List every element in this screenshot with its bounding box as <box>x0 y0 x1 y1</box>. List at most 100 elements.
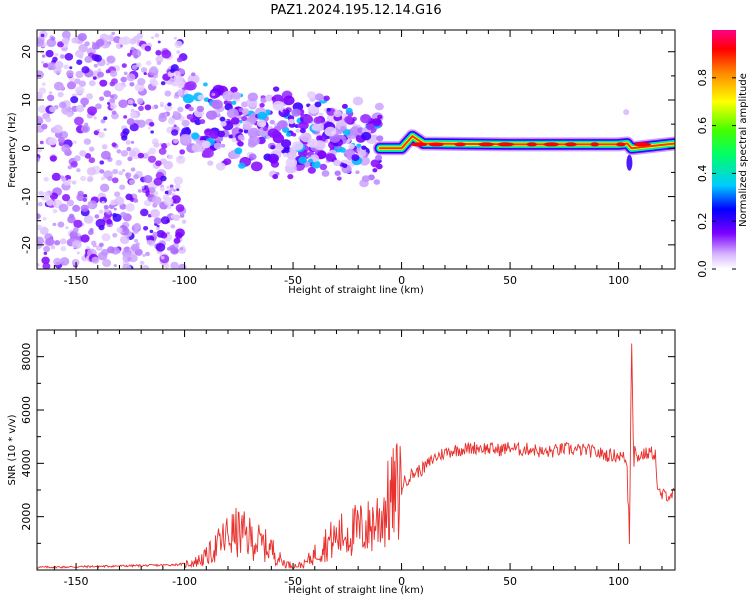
spectral-cell <box>237 141 244 147</box>
spectral-cell <box>140 67 148 73</box>
spectral-cell <box>43 176 49 182</box>
spectral-cell <box>272 100 285 111</box>
spectral-cell <box>186 114 194 120</box>
spectral-cell <box>49 155 57 162</box>
spectral-cell <box>151 106 156 110</box>
spectral-cell <box>149 229 154 234</box>
x-tick-label: -50 <box>284 274 302 287</box>
spectral-cell <box>101 144 108 150</box>
spectral-cell <box>39 226 49 235</box>
spectral-cell <box>374 102 384 111</box>
spectral-cell <box>282 152 289 158</box>
spectral-cell <box>119 44 124 48</box>
spectral-cell <box>295 128 300 133</box>
spectral-cell <box>99 160 105 165</box>
spectral-cell <box>377 114 383 120</box>
spectral-cell <box>83 138 91 145</box>
spectral-cell <box>38 87 47 94</box>
spectral-cell <box>352 96 364 106</box>
spectral-cell <box>176 188 180 192</box>
x-tick-label: -100 <box>172 575 197 588</box>
spectral-cell <box>325 153 336 162</box>
spectral-cell <box>37 156 40 163</box>
spectral-cell <box>361 145 367 150</box>
spectral-cell <box>125 193 133 201</box>
spectral-cell <box>57 91 64 98</box>
spectral-cell <box>265 94 274 102</box>
spectral-cell <box>105 69 111 74</box>
spectral-cell <box>95 218 106 228</box>
colorbar-label: Normalized spectral amplitude <box>738 73 749 227</box>
spectral-cell <box>361 175 370 183</box>
spectral-cell <box>166 142 171 147</box>
spectral-cell <box>334 170 341 176</box>
spectral-cell <box>73 78 81 85</box>
spectral-cell <box>89 228 94 232</box>
spectral-cell <box>223 158 232 166</box>
spectral-cell <box>37 213 41 220</box>
spectral-cell <box>91 256 100 264</box>
spectral-cell <box>373 179 381 185</box>
spectral-cell <box>262 126 268 132</box>
x-tick-label: 0 <box>398 575 405 588</box>
colorbar-gradient <box>712 30 736 269</box>
spectral-cell <box>91 53 100 62</box>
spectral-cell <box>37 105 47 113</box>
spectral-cell <box>121 135 128 141</box>
spectral-cell <box>86 245 90 250</box>
spectral-cell <box>78 80 86 87</box>
spectral-cell <box>47 62 57 71</box>
spectrogram-marks <box>37 30 675 269</box>
spectral-cell <box>207 160 214 166</box>
spectral-cell <box>64 53 74 61</box>
spectral-cell <box>361 131 372 141</box>
spectral-cell <box>136 119 146 128</box>
spectral-cell <box>337 141 343 146</box>
spectral-cell <box>45 49 54 58</box>
spectral-cell <box>127 156 133 162</box>
spectral-cell <box>94 214 100 219</box>
ridge-highlight <box>590 142 600 147</box>
spectral-cell <box>318 112 324 117</box>
spectral-cell <box>170 261 179 269</box>
spectral-cell <box>130 46 135 51</box>
spectral-cell <box>311 160 321 169</box>
snr-panel: -150 -100 -50 0 50 100 2000 4000 6000 8000 Height… <box>7 329 676 596</box>
spectral-cell <box>161 49 172 59</box>
spectral-cell <box>211 99 223 110</box>
spectral-cell <box>179 247 184 251</box>
spectral-cell <box>177 90 184 97</box>
spectral-cell <box>99 169 105 174</box>
spectral-cell <box>59 54 65 59</box>
spectral-cell <box>37 70 44 80</box>
spectral-cell <box>87 106 98 116</box>
spectral-cell <box>158 112 166 119</box>
spectral-cell <box>213 142 222 150</box>
spectral-cell <box>71 37 79 44</box>
spectral-cell <box>75 86 85 95</box>
y-tick-label: -20 <box>20 236 33 254</box>
spectral-cell <box>97 131 105 139</box>
spectral-cell <box>172 110 179 116</box>
spectral-cell <box>126 175 130 180</box>
spectral-cell <box>80 97 89 106</box>
spectral-cell <box>99 183 110 193</box>
spectral-cell <box>211 92 216 97</box>
spectral-cell <box>145 251 150 257</box>
spectral-cell <box>185 127 190 131</box>
spectral-cell <box>133 103 137 107</box>
spectral-cell <box>130 167 136 172</box>
spectral-cell <box>69 66 73 70</box>
spectral-cell <box>345 107 353 114</box>
spectral-cell <box>51 172 61 181</box>
spectral-cell <box>110 103 117 110</box>
spectral-cell <box>111 110 117 115</box>
spectral-cell <box>75 49 84 58</box>
spectral-cell <box>37 144 40 148</box>
spectral-cell <box>141 264 150 269</box>
spectral-cell <box>272 86 280 92</box>
spectral-cell <box>269 119 276 125</box>
spectral-cell <box>46 199 54 206</box>
spectral-cell <box>286 151 297 160</box>
spectral-cell <box>152 231 158 237</box>
